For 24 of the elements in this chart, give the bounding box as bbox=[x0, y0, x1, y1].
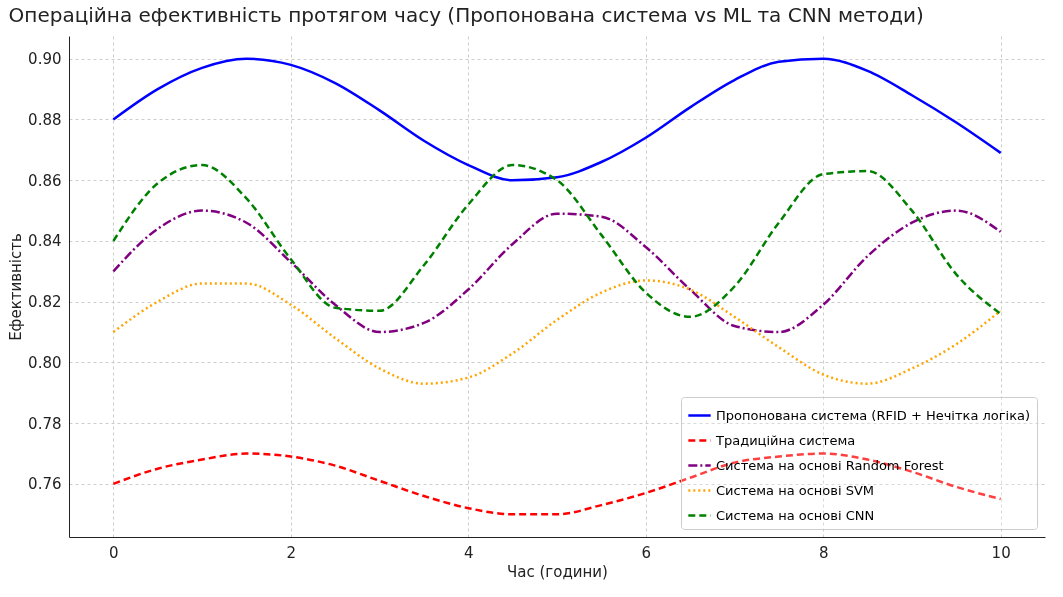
y-tick-label: 0.76 bbox=[28, 475, 62, 494]
legend-label: Традиційна система bbox=[715, 432, 856, 448]
y-tick-label: 0.86 bbox=[28, 171, 62, 190]
chart-title: Операційна ефективність протягом часу (Пропонована система vs ML та CNN методи) bbox=[8, 3, 924, 27]
x-tick-label: 2 bbox=[286, 543, 297, 562]
line-series bbox=[112, 163, 1002, 319]
legend-label: Система на основі CNN bbox=[716, 507, 875, 523]
y-tick-label: 0.84 bbox=[28, 232, 62, 251]
y-tick-label: 0.78 bbox=[28, 414, 62, 433]
y-tick-label: 0.82 bbox=[28, 293, 62, 312]
y-axis-title: Ефективність bbox=[7, 233, 26, 341]
legend-label: Система на основі SVM bbox=[716, 482, 875, 498]
line-series bbox=[112, 209, 1002, 334]
legend-label: Пропонована система (RFID + Нечітка логіка) bbox=[716, 407, 1031, 423]
y-tick-label: 0.90 bbox=[28, 50, 62, 69]
y-tick-label: 0.88 bbox=[28, 111, 62, 129]
x-tick-label: 8 bbox=[818, 543, 829, 562]
line-series bbox=[112, 57, 1002, 182]
x-tick-label: 4 bbox=[464, 543, 474, 562]
y-tick-label: 0.80 bbox=[28, 353, 62, 372]
x-tick-label: 10 bbox=[991, 543, 1011, 562]
x-axis-title: Час (години) bbox=[507, 562, 608, 581]
x-tick-label: 6 bbox=[641, 543, 651, 562]
x-tick-label: 0 bbox=[109, 543, 119, 562]
